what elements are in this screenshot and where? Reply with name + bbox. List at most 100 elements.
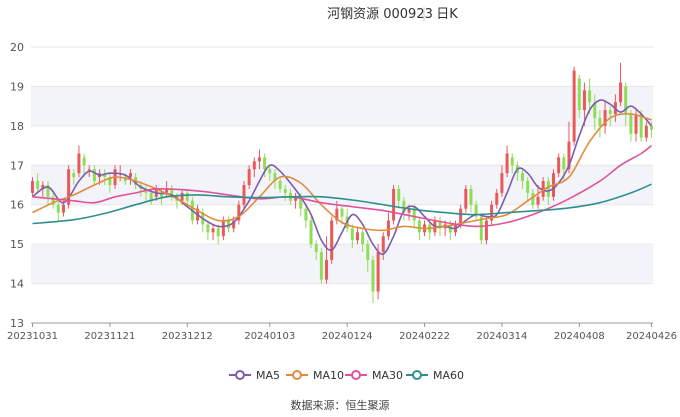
- candle: [603, 102, 607, 134]
- candle: [500, 165, 504, 197]
- candle: [67, 165, 71, 209]
- candle: [505, 145, 509, 178]
- legend-item-ma30[interactable]: MA30: [345, 369, 403, 382]
- candle: [319, 248, 323, 284]
- candle-body: [129, 173, 133, 178]
- candle: [381, 232, 385, 260]
- candle-body: [546, 181, 550, 197]
- candle: [495, 188, 499, 209]
- candle-body: [319, 252, 323, 280]
- candle: [304, 204, 308, 229]
- candle: [227, 216, 231, 233]
- candle: [479, 212, 483, 245]
- candle-body: [237, 204, 241, 221]
- ma-line-ma60: [32, 183, 652, 225]
- candle-body: [77, 153, 81, 174]
- candle: [582, 82, 586, 126]
- candle: [464, 185, 468, 213]
- candle-body: [603, 110, 607, 126]
- candle-body: [46, 185, 50, 197]
- candle-body: [598, 117, 602, 126]
- candle-body: [644, 125, 648, 138]
- moving-average-lines: [32, 99, 653, 255]
- candle-body: [221, 220, 225, 237]
- x-tick-label: 20240408: [554, 331, 605, 342]
- x-tick-label: 20231031: [7, 331, 58, 342]
- legend-label: MA10: [313, 369, 344, 382]
- grid-band: [31, 86, 653, 126]
- candle-body: [51, 196, 55, 205]
- candle: [92, 165, 96, 185]
- candle-body: [103, 173, 107, 178]
- candle-body: [216, 228, 220, 237]
- candle-body: [495, 192, 499, 205]
- candle-body: [459, 208, 463, 225]
- period-label[interactable]: 日K: [436, 7, 458, 22]
- candle: [510, 153, 514, 174]
- candle-body: [149, 192, 153, 201]
- candle-body: [185, 192, 189, 201]
- candle-body: [257, 157, 261, 162]
- candle-body: [469, 188, 473, 205]
- candle: [325, 236, 329, 284]
- chart-bands: [31, 86, 653, 284]
- candle: [397, 185, 401, 209]
- candle-body: [31, 181, 34, 193]
- candle: [46, 181, 50, 205]
- x-tick-label: 20240314: [476, 331, 527, 342]
- candle: [252, 157, 256, 178]
- candle-body: [299, 196, 303, 209]
- candle-body: [634, 114, 638, 134]
- candle: [490, 200, 494, 225]
- x-axis: 20231031 20231121 20231212 20240103 20240124…: [7, 322, 677, 342]
- candle: [242, 181, 246, 209]
- x-tick-label: 20231121: [84, 331, 135, 342]
- candle-body: [206, 224, 210, 233]
- candle: [330, 216, 334, 264]
- candle-body: [407, 208, 411, 213]
- x-tick-label: 20240222: [399, 331, 450, 342]
- candle-body: [510, 157, 514, 166]
- ma-line-ma30: [32, 144, 652, 228]
- candle-body: [56, 204, 60, 213]
- candle: [129, 169, 133, 185]
- candle: [77, 145, 81, 178]
- legend-item-ma10[interactable]: MA10: [286, 369, 344, 382]
- candle-body: [72, 173, 76, 178]
- y-axis: 13 14 15 16 17 18 19 20: [10, 41, 24, 330]
- candle-body: [629, 114, 633, 134]
- candle-body: [123, 177, 127, 182]
- candle-body: [278, 181, 282, 189]
- chart-legend[interactable]: MA5 MA10 MA30 MA60: [229, 369, 464, 382]
- candle: [294, 192, 298, 209]
- candle-body: [242, 185, 246, 205]
- candle-body: [263, 157, 267, 170]
- legend-item-ma5[interactable]: MA5: [229, 369, 280, 382]
- candle: [103, 169, 107, 185]
- candle-body: [624, 86, 628, 115]
- x-tick-label: 20240124: [322, 331, 373, 342]
- candle-body: [211, 228, 215, 233]
- candle-body: [490, 204, 494, 221]
- candle: [376, 244, 380, 300]
- candle-body: [593, 102, 597, 118]
- candle: [247, 165, 251, 189]
- legend-marker: [292, 370, 302, 380]
- candle-body: [577, 78, 581, 111]
- candle: [572, 66, 576, 146]
- candle: [526, 177, 530, 201]
- candle-body: [608, 110, 612, 115]
- candle-body: [304, 208, 308, 221]
- data-source: 数据来源：恒生聚源: [291, 398, 390, 412]
- candle-body: [526, 181, 530, 193]
- x-tick-label: 20231212: [162, 331, 213, 342]
- x-tick-label: 20240426: [626, 331, 677, 342]
- legend-marker: [412, 370, 422, 380]
- chart-title: 河钢资源 000923: [327, 7, 433, 22]
- candle-body: [619, 82, 623, 103]
- candle-body: [340, 208, 344, 217]
- legend-item-ma60[interactable]: MA60: [406, 369, 464, 382]
- candle: [484, 216, 488, 245]
- candle: [355, 228, 359, 245]
